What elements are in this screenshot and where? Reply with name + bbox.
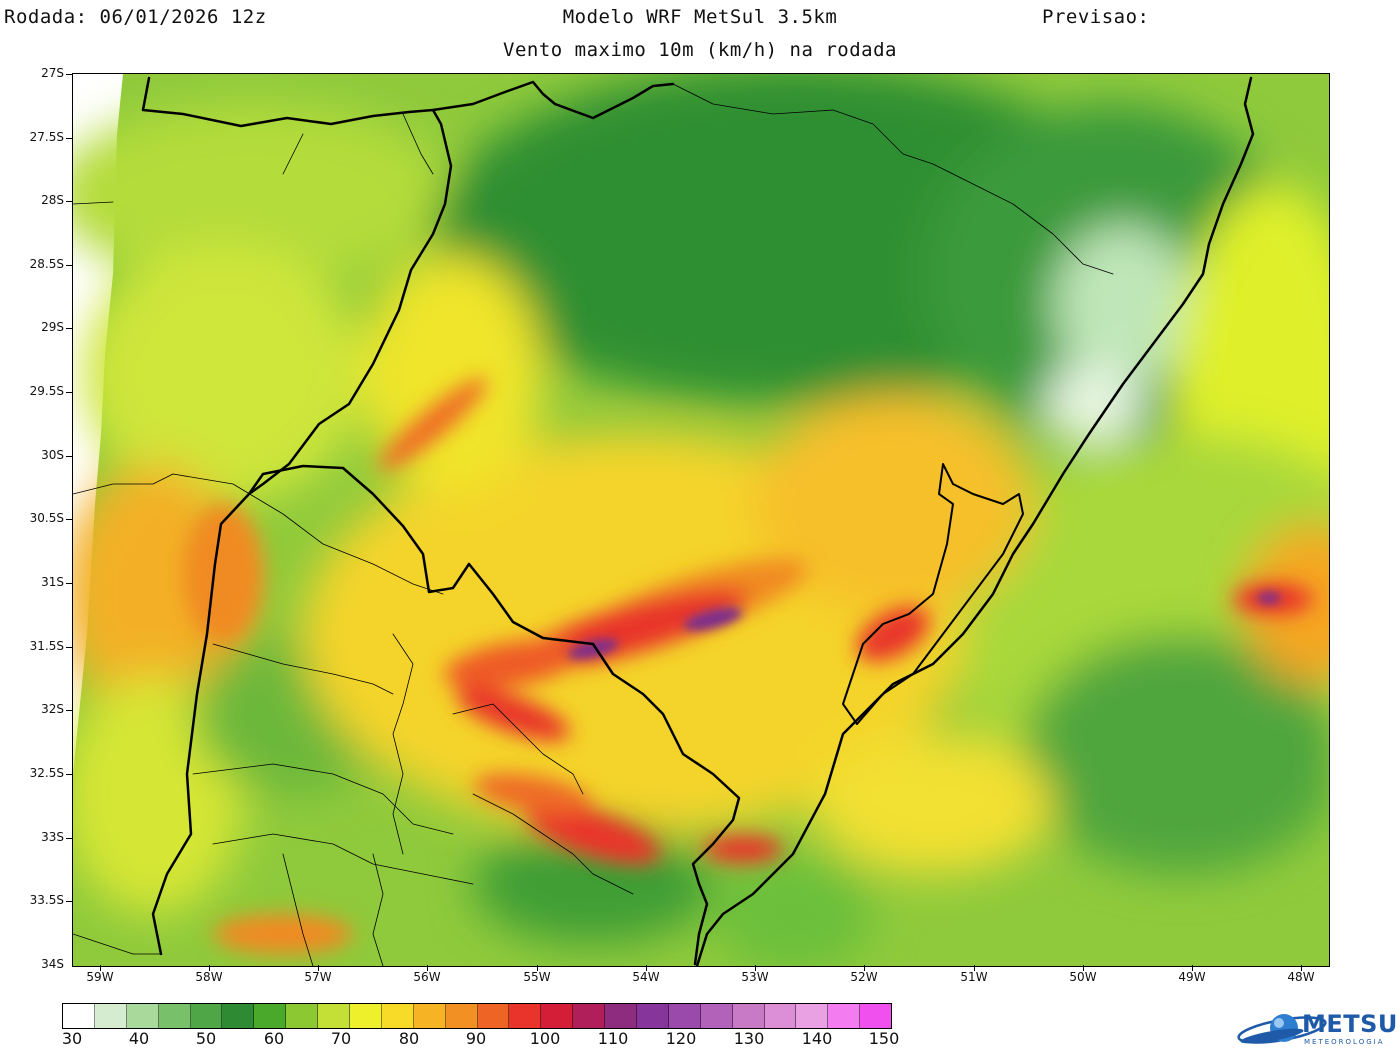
lat-label-29s: 29S — [41, 320, 64, 334]
lon-label-57w: 57W — [304, 970, 332, 984]
colorbar-label-110: 110 — [597, 1029, 629, 1048]
colorbar-segment-6 — [254, 1004, 287, 1028]
colorbar-label-60: 60 — [263, 1029, 285, 1048]
colorbar — [62, 1003, 892, 1029]
colorbar-label-30: 30 — [61, 1029, 83, 1048]
colorbar-segment-17 — [605, 1004, 638, 1028]
colorbar-label-150: 150 — [868, 1029, 900, 1048]
colorbar-label-120: 120 — [665, 1029, 697, 1048]
lat-label-28-5s: 28.5S — [29, 257, 64, 271]
colorbar-label-130: 130 — [733, 1029, 765, 1048]
lon-label-52w: 52W — [850, 970, 878, 984]
colorbar-segment-10 — [381, 1004, 414, 1028]
colorbar-segment-1 — [94, 1004, 127, 1028]
colorbar-segment-2 — [126, 1004, 159, 1028]
lon-label-58w: 58W — [195, 970, 223, 984]
lat-label-30-5s: 30.5S — [29, 511, 64, 525]
colorbar-segment-0 — [63, 1004, 95, 1028]
lon-label-54w: 54W — [632, 970, 660, 984]
map-subtitle: Vento maximo 10m (km/h) na rodada — [503, 39, 897, 61]
lon-label-51w: 51W — [960, 970, 988, 984]
lat-label-32-5s: 32.5S — [29, 766, 64, 780]
colorbar-segment-19 — [668, 1004, 701, 1028]
colorbar-segment-15 — [541, 1004, 574, 1028]
colorbar-segment-7 — [286, 1004, 319, 1028]
lat-label-29-5s: 29.5S — [29, 384, 64, 398]
lat-label-28s: 28S — [41, 193, 64, 207]
model-title: Modelo WRF MetSul 3.5km — [562, 6, 838, 28]
colorbar-segment-8 — [318, 1004, 351, 1028]
colorbar-segment-5 — [222, 1004, 255, 1028]
metsul-logo-icon — [1237, 1014, 1327, 1044]
run-label: Rodada: 06/01/2026 12z — [4, 6, 267, 28]
colorbar-segment-13 — [477, 1004, 510, 1028]
lon-label-55w: 55W — [523, 970, 551, 984]
colorbar-segment-4 — [190, 1004, 223, 1028]
colorbar-segment-21 — [732, 1004, 765, 1028]
lat-label-30s: 30S — [41, 448, 64, 462]
lon-label-49w: 49W — [1178, 970, 1206, 984]
forecast-label: Previsao: — [1042, 6, 1150, 28]
colorbar-segment-16 — [573, 1004, 606, 1028]
lon-label-59w: 59W — [86, 970, 114, 984]
lat-label-32s: 32S — [41, 702, 64, 716]
colorbar-label-50: 50 — [195, 1029, 217, 1048]
colorbar-label-80: 80 — [398, 1029, 420, 1048]
lon-label-56w: 56W — [413, 970, 441, 984]
lat-label-33s: 33S — [41, 830, 64, 844]
colorbar-segment-24 — [828, 1004, 861, 1028]
lat-label-27-5s: 27.5S — [29, 130, 64, 144]
colorbar-segment-14 — [509, 1004, 542, 1028]
colorbar-segment-25 — [860, 1004, 892, 1028]
lat-label-27s: 27S — [41, 66, 64, 80]
metsul-logo-text: METSUL — [1302, 1010, 1400, 1038]
metsul-logo-subtext: METEOROLOGIA — [1304, 1038, 1385, 1046]
colorbar-segment-12 — [445, 1004, 478, 1028]
wind-field-layer — [73, 74, 1329, 966]
lat-label-31-5s: 31.5S — [29, 639, 64, 653]
colorbar-segment-11 — [413, 1004, 446, 1028]
colorbar-segment-18 — [637, 1004, 669, 1028]
lon-label-48w: 48W — [1287, 970, 1315, 984]
lon-label-53w: 53W — [741, 970, 769, 984]
wind-map — [72, 73, 1330, 967]
colorbar-label-40: 40 — [128, 1029, 150, 1048]
colorbar-segment-23 — [796, 1004, 829, 1028]
colorbar-segment-3 — [158, 1004, 191, 1028]
colorbar-label-140: 140 — [801, 1029, 833, 1048]
colorbar-label-100: 100 — [529, 1029, 561, 1048]
colorbar-label-70: 70 — [330, 1029, 352, 1048]
lat-label-34s: 34S — [41, 957, 64, 971]
lat-label-31s: 31S — [41, 575, 64, 589]
colorbar-segment-22 — [764, 1004, 797, 1028]
colorbar-label-90: 90 — [465, 1029, 487, 1048]
lat-label-33-5s: 33.5S — [29, 893, 64, 907]
colorbar-segment-9 — [350, 1004, 382, 1028]
lon-label-50w: 50W — [1069, 970, 1097, 984]
colorbar-segment-20 — [700, 1004, 733, 1028]
